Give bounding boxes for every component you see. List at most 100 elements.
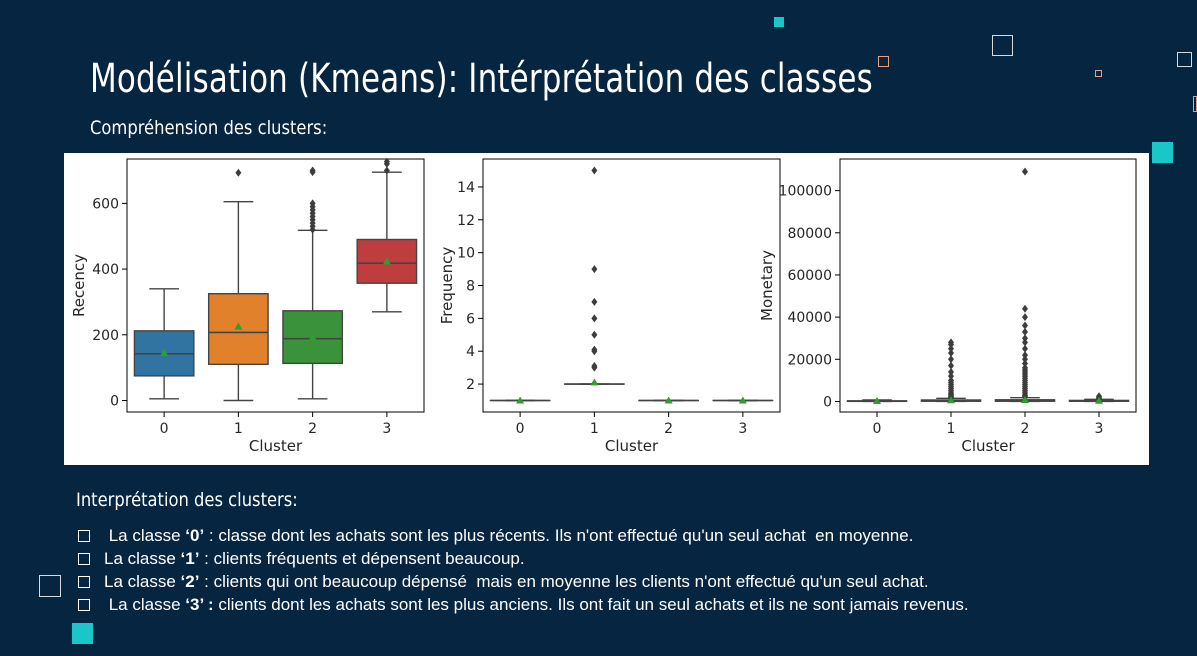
outlier-point: [948, 338, 954, 347]
x-axis-label: Cluster: [249, 437, 303, 455]
y-axis-label: Monetary: [758, 250, 776, 321]
outlier-point: [948, 376, 954, 385]
checkbox-bullet-icon: [78, 598, 90, 611]
y-tick-label: 4: [466, 344, 475, 360]
outlier-point: [591, 330, 598, 339]
plot-frame: [126, 158, 425, 413]
y-tick-label: 20000: [787, 352, 832, 368]
list-item: La classe ‘2’ : clients qui ont beaucoup…: [78, 570, 969, 593]
outlier-point: [591, 297, 598, 306]
outlier-point: [948, 372, 954, 381]
outlier-point: [948, 344, 954, 353]
x-tick-label: 2: [1021, 421, 1030, 437]
bullet-class: ‘1’: [180, 549, 200, 568]
y-tick-label: 8: [466, 279, 475, 295]
x-tick-label: 2: [308, 421, 317, 437]
x-tick-label: 3: [1095, 421, 1104, 437]
outlier-point: [1022, 363, 1028, 372]
decor-square: [1095, 70, 1102, 77]
bullet-class: ‘3’ :: [185, 595, 214, 614]
x-axis-label: Cluster: [961, 437, 1015, 455]
outlier-point: [383, 166, 390, 175]
outlier-point: [1022, 338, 1028, 347]
outlier-point: [309, 199, 316, 208]
decor-square: [878, 56, 889, 67]
outlier-point: [1022, 351, 1028, 360]
bullet-text: : clients fréquents et dépensent beaucou…: [199, 549, 525, 568]
y-tick-label: 600: [92, 196, 119, 212]
plot-frame: [482, 158, 781, 413]
y-axis-label: Frequency: [438, 247, 456, 325]
list-item: La classe ‘3’ : clients dont les achats …: [78, 593, 969, 616]
outlier-point: [948, 355, 954, 364]
decor-square: [1152, 142, 1173, 163]
mean-marker: [738, 396, 747, 404]
outlier-point: [1022, 334, 1028, 343]
y-axis-label: Recency: [70, 254, 88, 317]
decor-square: [992, 35, 1013, 56]
bullet-class: ‘0’: [185, 526, 205, 545]
outlier-point: [1022, 359, 1028, 368]
outlier-point: [309, 166, 316, 175]
y-tick-label: 14: [457, 180, 475, 196]
decor-square: [774, 17, 784, 27]
y-tick-label: 6: [466, 311, 475, 327]
mean-marker: [947, 396, 955, 404]
mean-marker: [382, 257, 391, 265]
interpretation-list: La classe ‘0’ : classe dont les achats s…: [78, 524, 969, 616]
mean-marker: [308, 333, 317, 341]
decor-square: [1193, 96, 1197, 112]
bullet-text: clients dont les achats sont les plus an…: [213, 595, 969, 614]
mean-marker: [664, 396, 673, 404]
mean-marker: [590, 378, 599, 386]
chart-panel: 0 200 400 600 0 1 2 3 Cluster Recency 2 4 6 8 10 12 14 0 1…: [64, 153, 1149, 465]
x-tick-label: 2: [664, 421, 673, 437]
x-tick-label: 0: [516, 421, 525, 437]
x-tick-label: 1: [590, 421, 599, 437]
bullet-text: : clients qui ont beaucoup dépensé mais …: [199, 572, 929, 591]
y-tick-label: 12: [457, 213, 475, 229]
mean-marker: [1021, 395, 1029, 403]
y-tick-label: 0: [110, 394, 119, 410]
y-tick-label: 200: [92, 328, 119, 344]
slide-title: Modélisation (Kmeans): Intérprétation de…: [90, 56, 873, 102]
outlier-point: [1022, 167, 1028, 176]
mean-marker: [234, 322, 243, 330]
y-tick-label: 60000: [787, 268, 832, 284]
checkbox-bullet-icon: [78, 529, 90, 542]
decor-square: [72, 623, 93, 644]
slide-subtitle: Compréhension des clusters:: [90, 117, 328, 139]
x-tick-label: 0: [160, 421, 169, 437]
y-tick-label: 80000: [787, 226, 832, 242]
list-item: La classe ‘1’ : clients fréquents et dép…: [78, 547, 969, 570]
decor-square: [1177, 52, 1192, 67]
outlier-point: [591, 265, 598, 274]
mean-marker: [160, 348, 169, 356]
x-tick-label: 3: [738, 421, 747, 437]
y-tick-label: 40000: [787, 310, 832, 326]
outlier-point: [235, 168, 242, 177]
bullet-prefix: La classe: [104, 572, 181, 591]
y-tick-label: 2: [466, 377, 475, 393]
mean-marker: [1095, 396, 1103, 404]
checkbox-bullet-icon: [78, 552, 90, 565]
bullet-prefix: La classe: [104, 526, 186, 545]
outlier-point: [948, 367, 954, 376]
y-tick-label: 100000: [779, 184, 832, 200]
mean-marker: [873, 397, 881, 405]
bullet-text: : classe dont les achats sont les plus r…: [204, 526, 914, 545]
x-tick-label: 3: [382, 421, 391, 437]
outlier-point: [591, 314, 598, 323]
y-tick-label: 10: [457, 246, 475, 262]
outlier-point: [1096, 392, 1102, 401]
bullet-prefix: La classe: [104, 549, 181, 568]
outlier-point: [591, 166, 598, 175]
outlier-point: [383, 157, 390, 166]
x-tick-label: 0: [873, 421, 882, 437]
decor-square: [39, 575, 61, 597]
outlier-point: [1022, 344, 1028, 353]
outlier-point: [948, 361, 954, 370]
x-axis-label: Cluster: [605, 437, 659, 455]
outlier-point: [1022, 313, 1028, 322]
